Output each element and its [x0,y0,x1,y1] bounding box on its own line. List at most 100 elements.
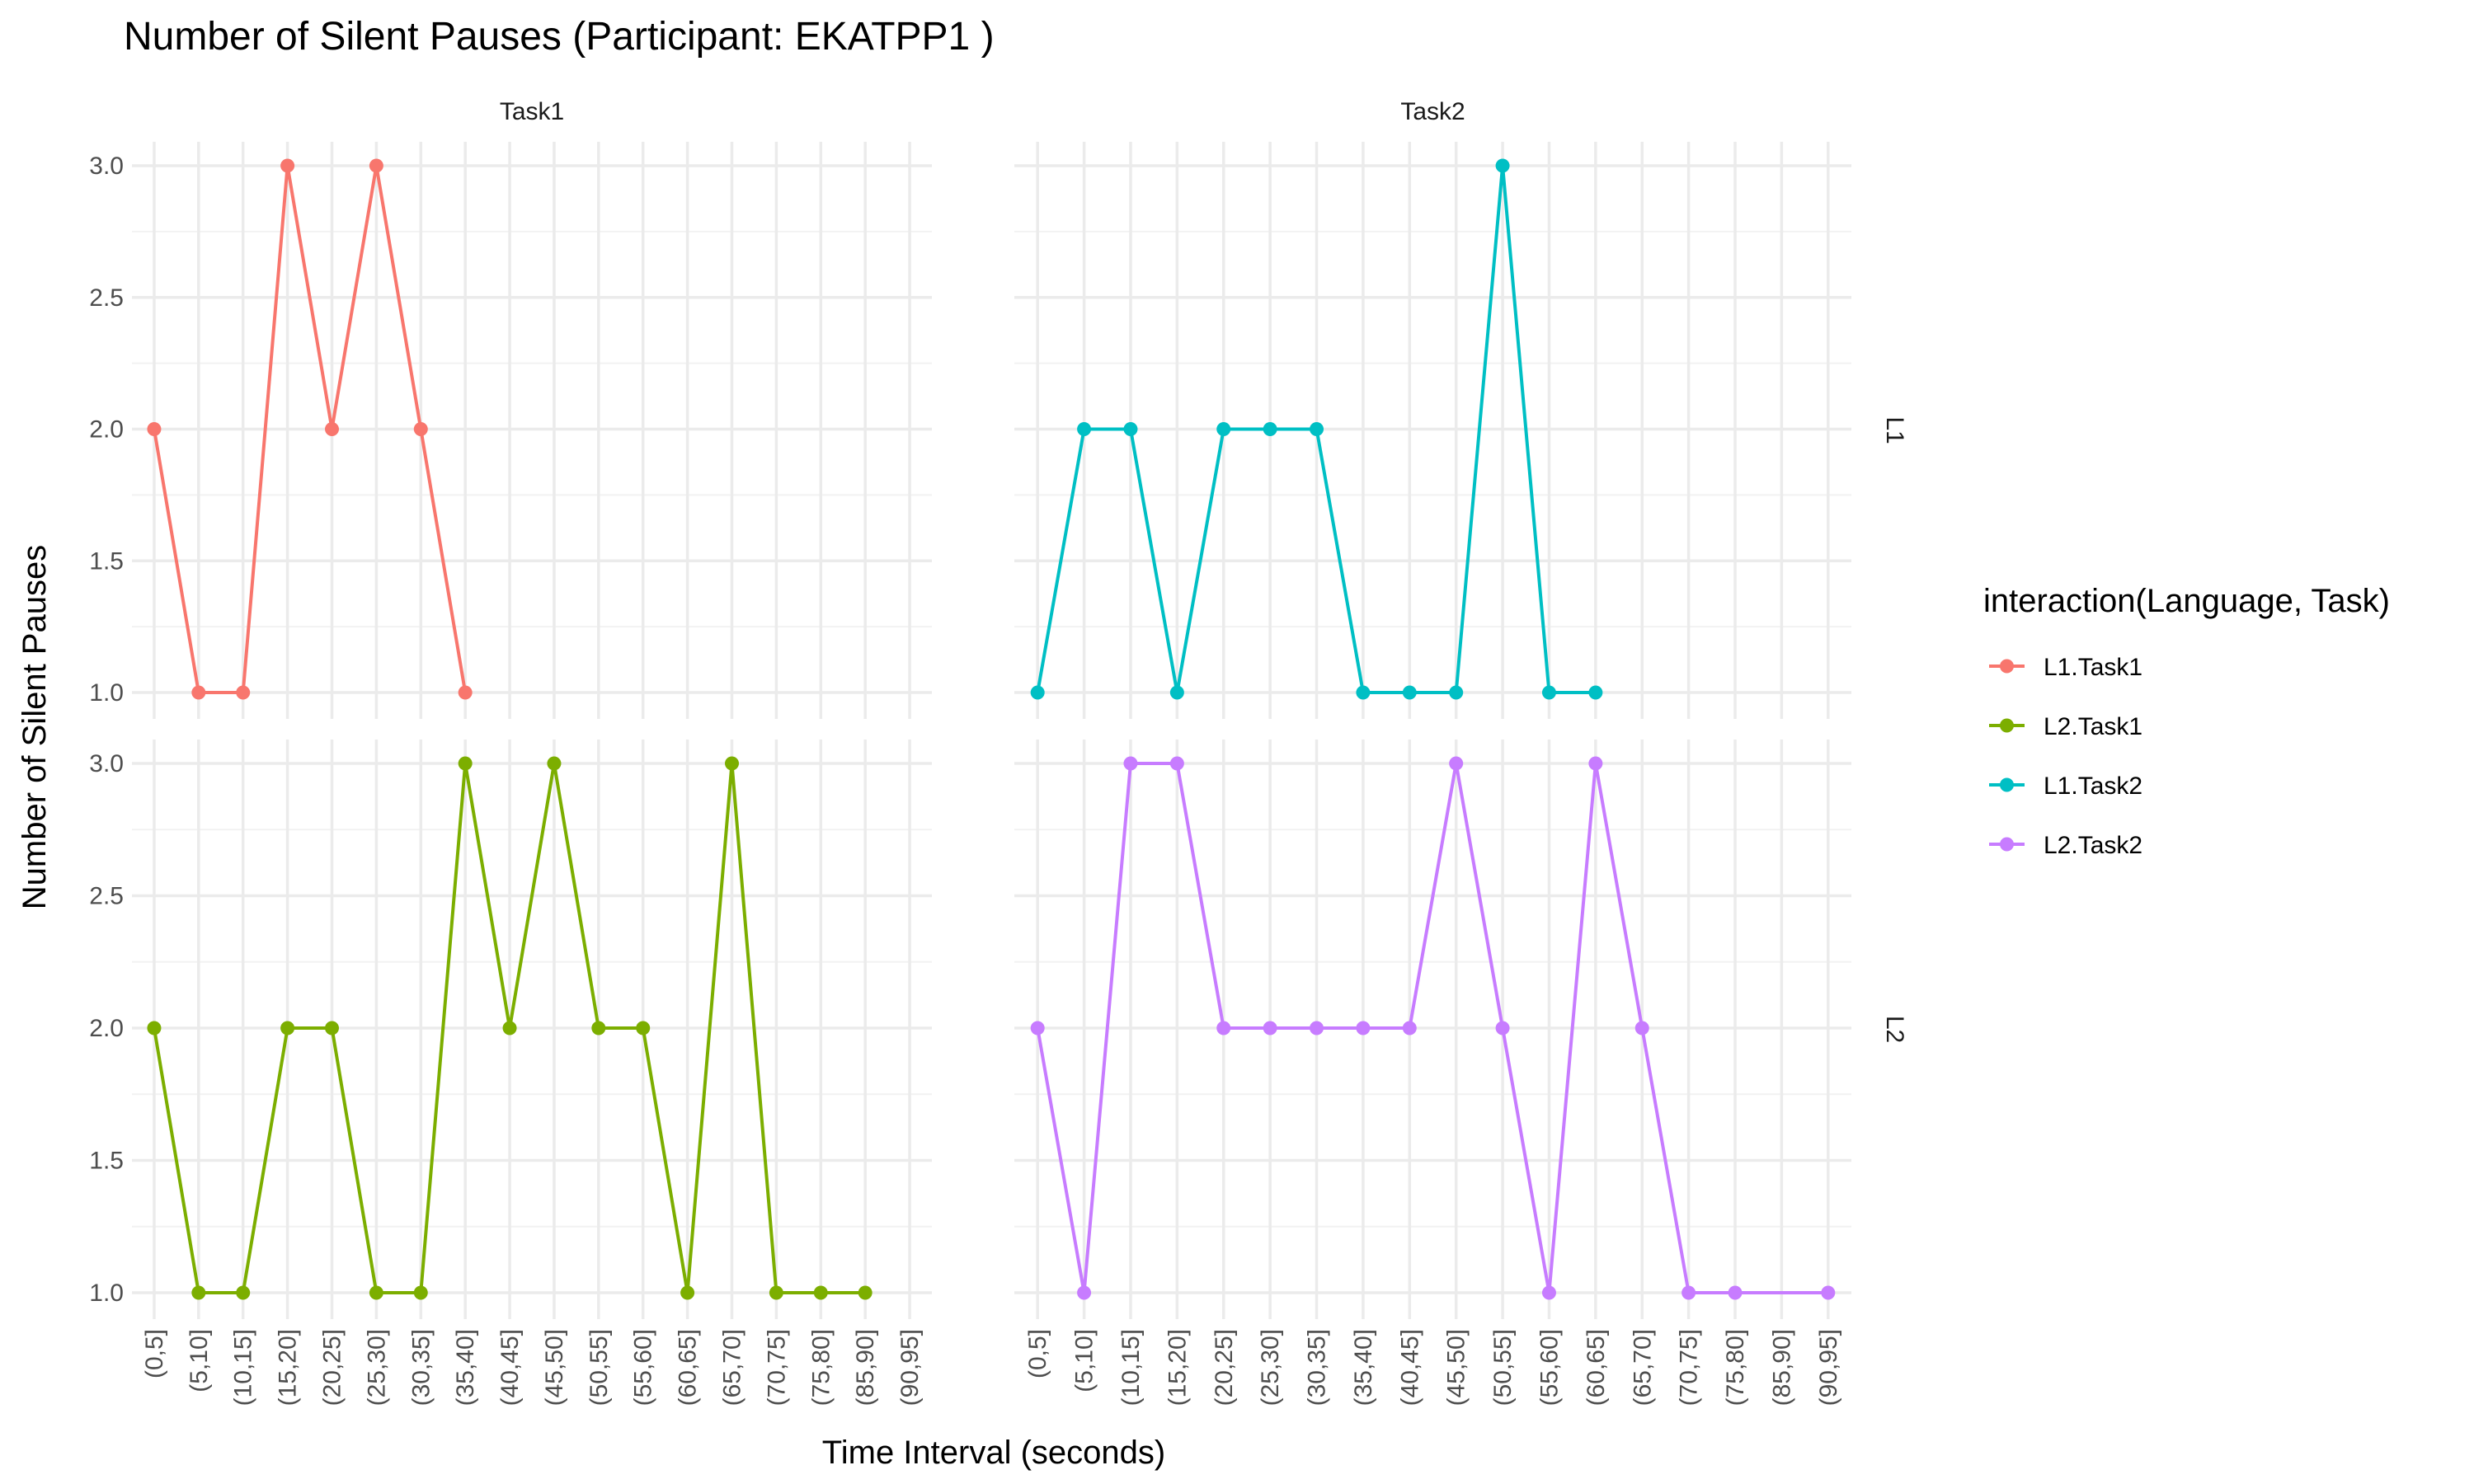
data-point [502,1021,517,1036]
x-tick-label: (60,65] [1583,1329,1610,1406]
data-point [1634,1021,1649,1036]
x-tick-label: (75,80] [807,1329,835,1406]
data-point [1263,422,1277,436]
legend: interaction(Language, Task) L1.Task1 L2.T… [1983,583,2390,859]
legend-label: L2.Task2 [2044,832,2142,859]
data-point [1541,685,1556,700]
panel-L1-Task2 [1014,142,1851,719]
series-L1.Task2 [1030,158,1603,700]
data-point [413,422,428,436]
legend-key-point [2000,659,2014,674]
data-point [1681,1285,1696,1300]
x-tick-label: (50,55] [586,1329,613,1406]
x-tick-label: (65,70] [1629,1329,1656,1406]
legend-key-point [2000,837,2014,852]
x-tick-label: (35,40] [1350,1329,1377,1406]
data-point [236,1285,251,1300]
data-point [858,1285,872,1300]
x-tick-label: (10,15] [1117,1329,1145,1406]
data-point [1310,1021,1324,1036]
series-layer [147,158,1836,1300]
y-tick-label: 1.0 [89,679,124,707]
data-point [1588,685,1603,700]
data-point [369,1285,383,1300]
data-point [147,1021,162,1036]
series-L2.Task2 [1030,756,1836,1300]
data-point [1169,685,1184,700]
x-tick-label: (30,35] [407,1329,435,1406]
data-point [1402,685,1417,700]
data-point [1123,756,1138,771]
y-tick-label: 2.0 [89,1015,124,1042]
y-tick-label: 1.0 [89,1280,124,1307]
data-point [147,422,162,436]
y-tick-label: 1.5 [89,547,124,575]
data-point [458,685,473,700]
data-point [280,158,295,173]
data-point [1728,1285,1743,1300]
x-tick-label: (25,30] [1257,1329,1284,1406]
data-point [191,1285,206,1300]
series-line [152,164,468,694]
legend-label: L1.Task1 [2044,654,2142,681]
data-point [1356,685,1371,700]
x-tick-label: (70,75] [763,1329,790,1406]
legend-item-L1.Task1: L1.Task1 [1989,654,2142,681]
x-tick-label: (55,60] [1536,1329,1563,1406]
data-point [1216,422,1231,436]
legend-key-point [2000,777,2014,792]
data-point [1495,1021,1510,1036]
x-tick-label: (0,5] [1024,1329,1051,1378]
y-tick-label: 3.0 [89,750,124,777]
strip-label-l1: L1 [1881,416,1908,444]
y-tick-label: 2.5 [89,284,124,312]
data-point [1216,1021,1231,1036]
x-tick-label: (60,65] [675,1329,702,1406]
x-tick-label: (85,90] [1768,1329,1795,1406]
y-tick-labels: 1.0 1.5 2.0 2.5 3.0 1.0 1.5 2.0 2.5 3.0 [89,153,124,1307]
data-point [725,756,739,771]
chart-title: Number of Silent Pauses (Participant: EK… [124,15,995,59]
x-tick-label: (40,45] [496,1329,524,1406]
data-point [636,1021,651,1036]
data-point [1310,422,1324,436]
data-point [1541,1285,1556,1300]
x-tick-label: (55,60] [630,1329,657,1406]
legend-item-L2.Task2: L2.Task2 [1989,832,2142,859]
data-point [369,158,383,173]
data-point [1030,1021,1045,1036]
data-point [325,1021,339,1036]
x-tick-label: (65,70] [719,1329,746,1406]
panel-L2-Task2 [1014,740,1851,1319]
x-tick-label: (15,20] [1164,1329,1191,1406]
data-point [1077,422,1092,436]
x-tick-label: (90,95] [1815,1329,1842,1406]
x-tick-label: (40,45] [1396,1329,1423,1406]
series-L1.Task1 [147,158,473,700]
data-point [1402,1021,1417,1036]
legend-key-point [2000,718,2014,733]
data-point [1123,422,1138,436]
x-tick-label: (30,35] [1304,1329,1331,1406]
x-tick-label: (35,40] [452,1329,479,1406]
data-point [325,422,339,436]
data-point [1821,1285,1836,1300]
x-tick-label: (25,30] [363,1329,390,1406]
facet-panels [132,142,1851,1319]
y-tick-label: 2.0 [89,416,124,444]
facet-strips: Task1 Task2 L1 L2 [500,98,1908,1043]
series-L2.Task1 [147,756,872,1300]
data-point [1356,1021,1371,1036]
data-point [280,1021,295,1036]
y-tick-label: 2.5 [89,883,124,910]
data-point [191,685,206,700]
data-point [769,1285,783,1300]
data-point [413,1285,428,1300]
data-point [1263,1021,1277,1036]
strip-label-task2: Task2 [1400,98,1465,125]
data-point [591,1021,606,1036]
x-axis-title: Time Interval (seconds) [822,1435,1165,1471]
data-point [236,685,251,700]
data-point [680,1285,695,1300]
